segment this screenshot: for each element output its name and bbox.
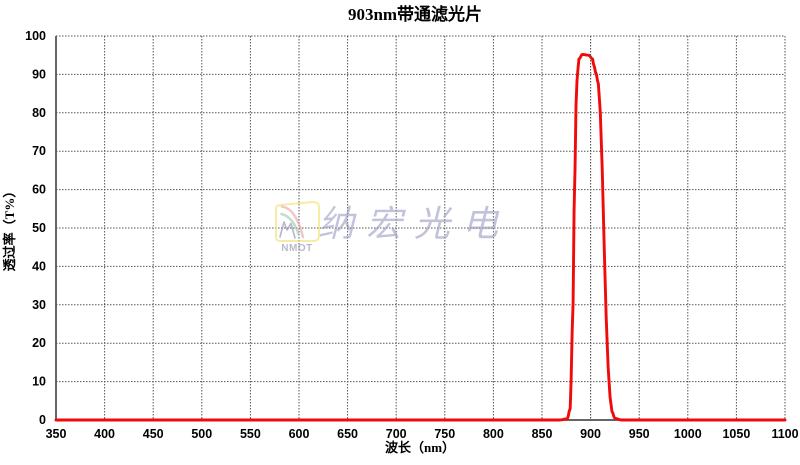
svg-text:550: 550 <box>240 427 261 441</box>
svg-text:10: 10 <box>32 375 46 389</box>
svg-text:1100: 1100 <box>771 427 798 441</box>
svg-text:600: 600 <box>289 427 310 441</box>
svg-text:350: 350 <box>46 427 67 441</box>
svg-text:NMOT: NMOT <box>281 243 312 254</box>
svg-text:700: 700 <box>386 427 407 441</box>
svg-text:60: 60 <box>32 183 46 197</box>
svg-text:90: 90 <box>32 67 46 81</box>
svg-text:850: 850 <box>532 427 553 441</box>
svg-text:80: 80 <box>32 106 46 120</box>
svg-text:波长（nm）: 波长（nm） <box>385 440 455 455</box>
svg-text:500: 500 <box>191 427 212 441</box>
svg-text:900: 900 <box>580 427 601 441</box>
svg-text:750: 750 <box>434 427 455 441</box>
svg-text:400: 400 <box>94 427 115 441</box>
svg-text:800: 800 <box>483 427 504 441</box>
svg-text:40: 40 <box>32 259 46 273</box>
svg-text:50: 50 <box>32 221 46 235</box>
svg-text:650: 650 <box>337 427 358 441</box>
svg-text:450: 450 <box>143 427 164 441</box>
svg-text:透过率（T%）: 透过率（T%） <box>2 185 17 272</box>
svg-text:903nm带通滤光片: 903nm带通滤光片 <box>348 4 482 24</box>
svg-text:950: 950 <box>629 427 650 441</box>
svg-text:30: 30 <box>32 298 46 312</box>
svg-text:100: 100 <box>25 29 46 43</box>
svg-text:1050: 1050 <box>722 427 750 441</box>
svg-text:0: 0 <box>39 413 46 427</box>
svg-text:70: 70 <box>32 144 46 158</box>
svg-text:1000: 1000 <box>674 427 702 441</box>
svg-text:20: 20 <box>32 336 46 350</box>
svg-text:纳宏光电: 纳宏光电 <box>318 203 510 244</box>
